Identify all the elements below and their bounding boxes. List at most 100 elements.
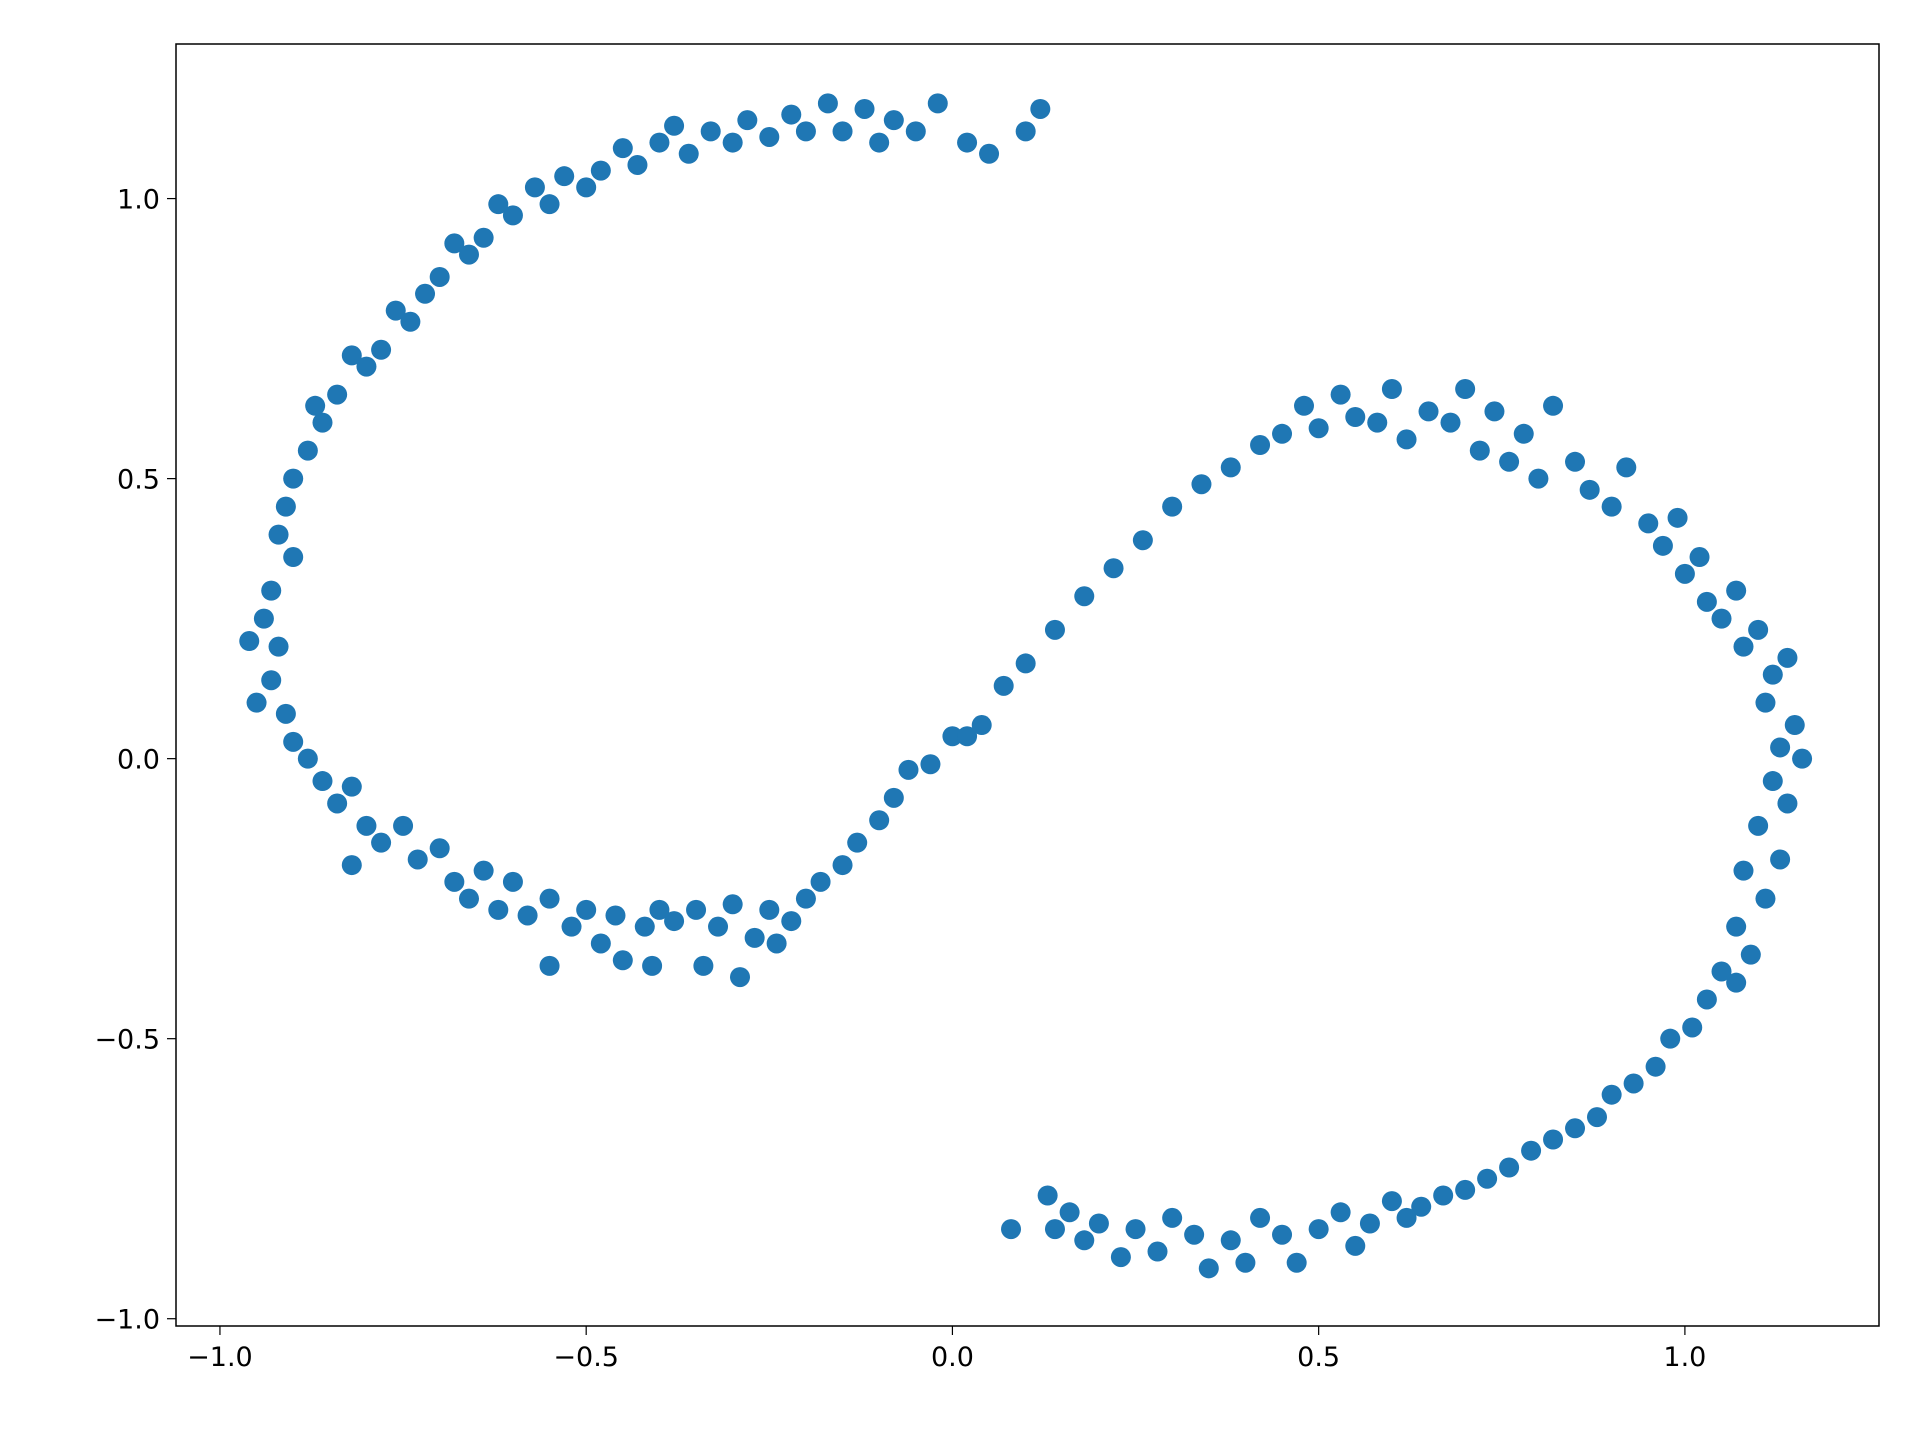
point	[1381, 379, 1402, 400]
point	[1601, 1084, 1622, 1105]
point	[1711, 608, 1732, 629]
point	[1250, 1207, 1271, 1228]
point	[869, 810, 890, 831]
point	[1191, 474, 1212, 495]
point	[634, 916, 655, 937]
point	[1359, 1213, 1380, 1234]
point	[239, 631, 260, 652]
x-tick-label: 1.0	[1663, 1342, 1706, 1373]
point	[1469, 440, 1490, 461]
point	[1565, 451, 1586, 472]
point	[766, 933, 787, 954]
point	[957, 726, 978, 747]
point	[649, 899, 670, 920]
point	[1330, 1202, 1351, 1223]
y-tick-label: 1.0	[117, 185, 160, 216]
point	[1528, 468, 1549, 489]
point	[686, 899, 707, 920]
point	[1418, 401, 1439, 422]
point	[539, 888, 560, 909]
point	[1220, 457, 1241, 478]
point	[246, 692, 267, 713]
point	[429, 266, 450, 287]
point	[261, 670, 282, 691]
point	[517, 905, 538, 926]
point	[1762, 664, 1783, 685]
point	[1396, 1207, 1417, 1228]
point	[458, 244, 479, 265]
point	[1748, 619, 1769, 640]
point	[1440, 412, 1461, 433]
point	[664, 115, 685, 136]
point	[1733, 636, 1754, 657]
point	[1484, 401, 1505, 422]
point	[1740, 944, 1761, 965]
point	[473, 227, 494, 248]
point	[488, 899, 509, 920]
point	[297, 748, 318, 769]
point	[415, 283, 436, 304]
point	[1345, 1235, 1366, 1256]
point	[1162, 496, 1183, 517]
point	[605, 905, 626, 926]
point	[649, 132, 670, 153]
x-tick-label: −1.0	[187, 1342, 253, 1373]
point	[1565, 1118, 1586, 1139]
point	[832, 855, 853, 876]
point	[810, 871, 831, 892]
point	[1748, 815, 1769, 836]
point	[1381, 1191, 1402, 1212]
point	[1030, 98, 1051, 119]
point	[1689, 547, 1710, 568]
point	[393, 815, 414, 836]
point	[341, 776, 362, 797]
point	[407, 849, 428, 870]
point	[1455, 1179, 1476, 1200]
point	[832, 121, 853, 142]
point	[473, 860, 494, 881]
point	[1667, 507, 1688, 528]
point	[268, 636, 289, 657]
point	[327, 793, 348, 814]
y-tick-label: 0.5	[117, 465, 160, 496]
point	[275, 496, 296, 517]
point	[795, 121, 816, 142]
point	[1682, 1017, 1703, 1038]
point	[268, 524, 289, 545]
y-tick-label: −0.5	[94, 1025, 160, 1056]
point	[979, 143, 1000, 164]
point	[1308, 1219, 1329, 1240]
point	[1513, 423, 1534, 444]
point	[627, 154, 648, 175]
point	[1770, 849, 1791, 870]
point	[1623, 1073, 1644, 1094]
point	[1147, 1241, 1168, 1262]
point	[283, 547, 304, 568]
point	[1125, 1219, 1146, 1240]
point	[253, 608, 274, 629]
point	[539, 194, 560, 215]
point	[942, 726, 963, 747]
point	[1455, 379, 1476, 400]
point	[1543, 1129, 1564, 1150]
point	[1586, 1107, 1607, 1128]
point	[1638, 513, 1659, 534]
point	[1132, 530, 1153, 551]
point	[371, 339, 392, 360]
point	[1037, 1185, 1058, 1206]
point	[1272, 1224, 1293, 1245]
point	[341, 855, 362, 876]
point	[576, 177, 597, 198]
point	[1696, 989, 1717, 1010]
y-tick-label: −1.0	[94, 1305, 160, 1336]
point	[1411, 1196, 1432, 1217]
point	[1543, 395, 1564, 416]
point	[708, 916, 729, 937]
point	[1044, 1219, 1065, 1240]
point	[261, 580, 282, 601]
point	[400, 311, 421, 332]
point	[1059, 1202, 1080, 1223]
point	[1726, 972, 1747, 993]
point	[781, 911, 802, 932]
point	[1755, 692, 1776, 713]
